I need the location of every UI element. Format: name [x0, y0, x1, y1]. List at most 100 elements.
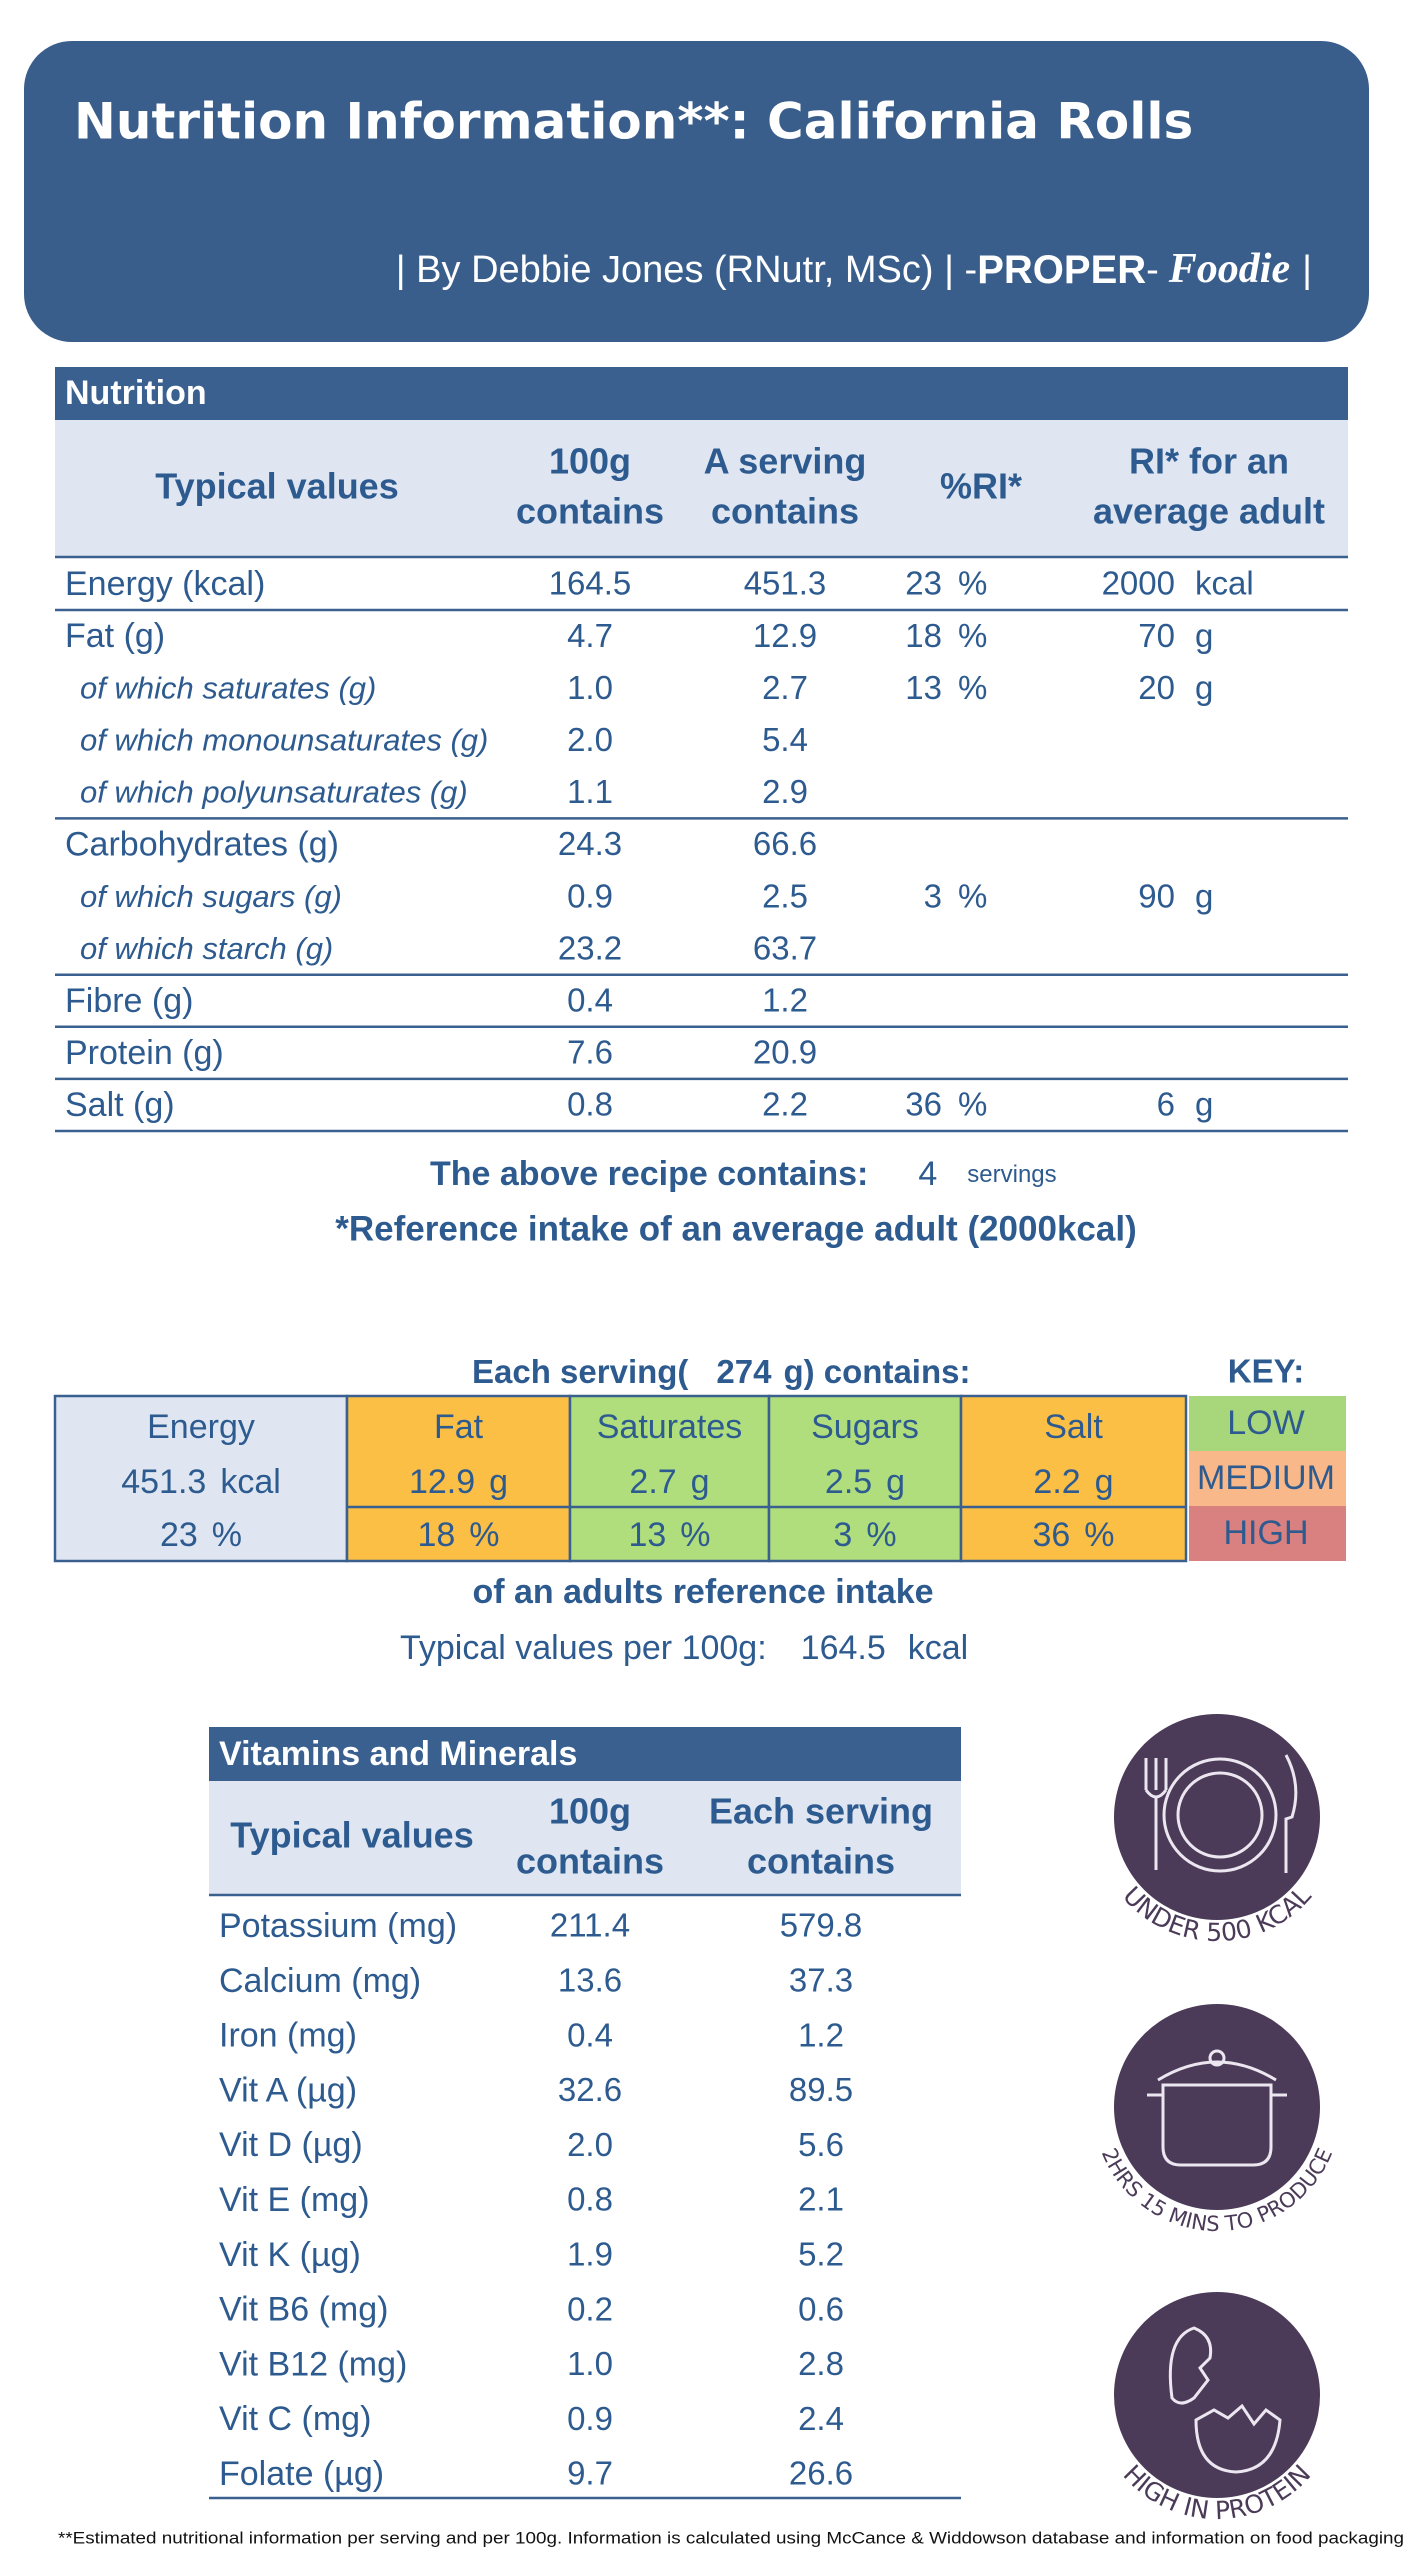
- heading-start: Each serving(: [472, 1353, 688, 1390]
- byline-end: |: [1302, 249, 1312, 291]
- heading-end: g) contains:: [783, 1353, 970, 1390]
- ri-percent-unit: %: [958, 565, 987, 602]
- value-serving: 89.5: [789, 2071, 853, 2108]
- value-100g: 13.6: [558, 1962, 622, 1999]
- byline-text: | By Debbie Jones (RNutr, MSc) | -: [396, 249, 977, 291]
- section-title: Nutrition: [65, 374, 207, 412]
- row-label: Iron (mg): [219, 2017, 357, 2055]
- ri-unit: g: [1195, 1086, 1213, 1123]
- header-banner: [24, 41, 1369, 342]
- key-swatch: [1189, 1396, 1346, 1451]
- row-label: Vit C (mg): [219, 2400, 371, 2438]
- brand-dash: -: [1146, 249, 1159, 291]
- percent-unit: %: [680, 1516, 710, 1554]
- sub-row-label: of which monounsaturates (g): [80, 722, 488, 757]
- column-header: Typical values: [230, 1815, 473, 1856]
- row-label: Vit E (mg): [219, 2181, 370, 2219]
- row-label: Fibre (g): [65, 982, 193, 1020]
- ri-value: 20: [1138, 669, 1175, 706]
- amount-unit: g: [691, 1463, 710, 1501]
- value-serving: 63.7: [753, 929, 817, 966]
- row-label: Vit K (µg): [219, 2236, 361, 2274]
- amount-unit: g: [886, 1463, 905, 1501]
- value-serving: 579.8: [780, 1907, 863, 1944]
- amount-value: 2.2: [1033, 1463, 1080, 1501]
- value-serving: 5.2: [798, 2236, 844, 2273]
- ri-percent: 23: [905, 565, 942, 602]
- serving-size: 274: [716, 1353, 772, 1390]
- percent-value: 18: [417, 1516, 455, 1554]
- servings-unit: servings: [967, 1161, 1056, 1188]
- value-serving: 2.7: [762, 669, 808, 706]
- value-100g: 4.7: [567, 617, 613, 654]
- value-100g: 32.6: [558, 2071, 622, 2108]
- nutrient-percent: 3%: [833, 1516, 896, 1554]
- row-label: Folate (µg): [219, 2455, 384, 2493]
- nutrient-cell: [53, 1394, 349, 1563]
- value-serving: 37.3: [789, 1962, 853, 1999]
- value-100g: 2.0: [567, 2126, 613, 2163]
- value-100g: 0.8: [567, 1086, 613, 1123]
- section-bar: [209, 1727, 961, 1781]
- ri-percent: 3: [924, 877, 942, 914]
- key-label: MEDIUM: [1197, 1459, 1335, 1497]
- column-header: %RI*: [940, 466, 1022, 507]
- footer-note: **Estimated nutritional information per …: [58, 2528, 1404, 2547]
- ri-percent-unit: %: [958, 617, 987, 654]
- row-label: Calcium (mg): [219, 1962, 421, 2000]
- value-100g: 0.9: [567, 2400, 613, 2437]
- value-100g: 1.9: [567, 2236, 613, 2273]
- key-swatch: [1189, 1506, 1346, 1561]
- value-100g: 0.4: [567, 2016, 613, 2053]
- percent-value: 3: [833, 1516, 852, 1554]
- nutrient-percent: 23%: [160, 1516, 242, 1554]
- row-label: Carbohydrates (g): [65, 825, 339, 863]
- ri-percent: 36: [905, 1086, 942, 1123]
- nutrient-name: Fat: [434, 1408, 484, 1446]
- percent-unit: %: [866, 1516, 896, 1554]
- nutrient-cell: [767, 1394, 963, 1563]
- title: Nutrition Information**: California Roll…: [74, 93, 1193, 151]
- nutrient-amount: 451.3 kcal: [121, 1463, 281, 1501]
- amount-unit: kcal: [220, 1463, 280, 1501]
- nutrient-amount: 12.9 g: [409, 1463, 508, 1501]
- ri-unit: g: [1195, 877, 1213, 914]
- value-serving: 2.9: [762, 773, 808, 810]
- column-header: contains: [516, 1841, 664, 1882]
- ri-unit: kcal: [1195, 565, 1254, 602]
- value-100g: 9.7: [567, 2455, 613, 2492]
- per-100g-unit: kcal: [908, 1629, 968, 1667]
- ri-percent: 13: [905, 669, 942, 706]
- section-bar: [55, 367, 1348, 420]
- column-header: average adult: [1093, 491, 1325, 532]
- column-header: contains: [711, 491, 859, 532]
- brand: PROPER: [977, 248, 1146, 292]
- per-100g-value: 164.5: [801, 1629, 886, 1667]
- value-100g: 0.2: [567, 2290, 613, 2327]
- value-100g: 7.6: [567, 1034, 613, 1071]
- value-serving: 1.2: [762, 982, 808, 1019]
- value-serving: 26.6: [789, 2455, 853, 2492]
- percent-unit: %: [212, 1516, 242, 1554]
- column-header: 100g: [549, 441, 631, 482]
- value-serving: 66.6: [753, 825, 817, 862]
- ri-value: 70: [1138, 617, 1175, 654]
- amount-unit: g: [489, 1463, 508, 1501]
- column-header: contains: [516, 491, 664, 532]
- percent-unit: %: [469, 1516, 499, 1554]
- sub-row-label: of which starch (g): [80, 931, 333, 966]
- value-serving: 1.2: [798, 2016, 844, 2053]
- key-swatch: [1189, 1451, 1346, 1506]
- value-100g: 24.3: [558, 825, 622, 862]
- ri-value: 90: [1138, 877, 1175, 914]
- per-100g-energy: Typical values per 100g: 164.5 kcal: [400, 1629, 968, 1667]
- value-serving: 0.6: [798, 2290, 844, 2327]
- column-header: Each serving: [709, 1791, 933, 1832]
- value-serving: 5.4: [762, 721, 808, 758]
- value-100g: 0.4: [567, 982, 613, 1019]
- ri-percent: 18: [905, 617, 942, 654]
- section-title: Vitamins and Minerals: [219, 1735, 577, 1773]
- key-label: LOW: [1227, 1404, 1304, 1442]
